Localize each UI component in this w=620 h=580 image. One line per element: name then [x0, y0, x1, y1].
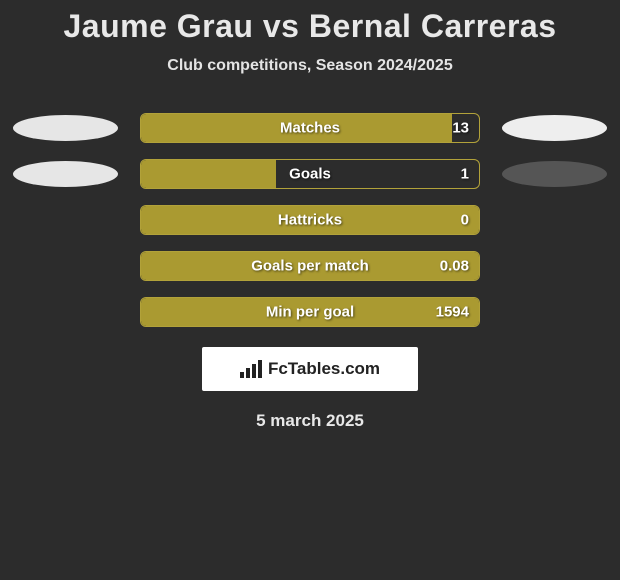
- stat-value-right: 1: [461, 166, 469, 183]
- stat-bar: Goals per match 0.08: [140, 251, 480, 281]
- player1-indicator: [13, 115, 118, 141]
- player2-indicator: [502, 161, 607, 187]
- page-subtitle: Club competitions, Season 2024/2025: [0, 57, 620, 75]
- date-label: 5 march 2025: [0, 411, 620, 431]
- stat-label: Matches: [280, 120, 340, 137]
- stat-row: Min per goal 1594: [0, 297, 620, 327]
- bar-chart-icon: [240, 360, 262, 378]
- stat-row: Matches 13: [0, 113, 620, 143]
- stat-bar: Goals 1: [140, 159, 480, 189]
- stat-value-right: 13: [452, 120, 469, 137]
- branding-badge: FcTables.com: [202, 347, 418, 391]
- comparison-container: Jaume Grau vs Bernal Carreras Club compe…: [0, 0, 620, 431]
- stat-label: Hattricks: [278, 212, 342, 229]
- stat-bar-fill: [141, 160, 276, 188]
- stat-row: Hattricks 0: [0, 205, 620, 235]
- stat-label: Goals: [289, 166, 331, 183]
- stat-row: Goals per match 0.08: [0, 251, 620, 281]
- stat-value-right: 0.08: [440, 258, 469, 275]
- stat-bar: Min per goal 1594: [140, 297, 480, 327]
- stat-value-right: 1594: [436, 304, 469, 321]
- player1-indicator: [13, 161, 118, 187]
- stat-label: Goals per match: [251, 258, 369, 275]
- stats-rows: Matches 13 Goals 1 Hattricks 0 Goals per match…: [0, 113, 620, 327]
- stat-row: Goals 1: [0, 159, 620, 189]
- stat-label: Min per goal: [266, 304, 354, 321]
- stat-value-right: 0: [461, 212, 469, 229]
- player2-indicator: [502, 115, 607, 141]
- stat-bar: Matches 13: [140, 113, 480, 143]
- branding-text: FcTables.com: [268, 359, 380, 379]
- stat-bar: Hattricks 0: [140, 205, 480, 235]
- page-title: Jaume Grau vs Bernal Carreras: [0, 8, 620, 45]
